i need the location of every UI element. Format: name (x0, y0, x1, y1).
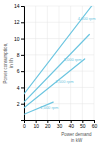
tick: 20 (45, 120, 51, 129)
y-axis: 2 4 6 8 10 12 14 (14, 3, 25, 120)
line (24, 59, 85, 108)
tick-label: 12 (14, 19, 20, 25)
tick-mark (21, 22, 24, 23)
tick-mark (21, 6, 24, 7)
tick-label: 40 (68, 123, 74, 129)
tick-label: 6 (17, 68, 20, 74)
tick-label: 50 (80, 123, 86, 129)
tick: 2 (17, 101, 24, 107)
grid-line (82, 6, 83, 120)
annotation: 4,000 rpm (78, 16, 97, 21)
tick-mark (21, 87, 24, 88)
grid-line (24, 38, 94, 39)
plot-area (24, 6, 92, 114)
tick-label: 14 (14, 3, 20, 9)
tick: 0 (23, 120, 26, 129)
tick-label: 20 (45, 123, 51, 129)
grid-line (70, 6, 71, 120)
tick: 40 (68, 120, 74, 129)
tick-label: 4 (17, 85, 20, 91)
grid-line (94, 6, 95, 120)
tick: 10 (14, 36, 24, 42)
grid-line (24, 71, 94, 72)
x-axis-title: Power demandin kW (61, 132, 92, 143)
tick: 30 (57, 120, 63, 129)
grid-line (24, 6, 94, 7)
tick: 8 (17, 52, 24, 58)
tick-mark (21, 39, 24, 40)
annotation: 1,000 rpm (40, 105, 59, 110)
tick: 10 (33, 120, 39, 129)
tick-label: 10 (33, 123, 39, 129)
grid-line (35, 6, 36, 120)
grid-line (24, 54, 94, 55)
tick-mark (21, 104, 24, 105)
tick-label: 60 (92, 123, 98, 129)
annotations: 1,000 rpm 2,500 rpm 3,000 rpm 4,000 rpm (40, 16, 96, 110)
tick-label: 8 (17, 52, 20, 58)
annotation: 3,000 rpm (64, 57, 83, 62)
grid-line (59, 6, 60, 120)
tick: 50 (80, 120, 86, 129)
grid-line (24, 22, 94, 23)
tick-label: 30 (57, 123, 63, 129)
tick: 14 (14, 3, 24, 9)
line (24, 35, 89, 103)
tick-mark (21, 55, 24, 56)
annotation: 2,500 rpm (56, 79, 75, 84)
tick-label: 0 (23, 123, 26, 129)
tick: 4 (17, 85, 24, 91)
tick: 12 (14, 19, 24, 25)
tick-label: 2 (17, 101, 20, 107)
axis-line (21, 7, 25, 121)
tick: 60 (92, 120, 98, 129)
x-axis: 0 10 20 30 40 50 60 (23, 120, 97, 129)
tick: 6 (17, 68, 24, 74)
grid-line (24, 87, 94, 88)
grid (24, 6, 94, 120)
tick-mark (21, 71, 24, 72)
chart: 0 10 20 30 40 50 60 2 4 6 8 10 12 14 1,000 rpm 2,500 rp… (0, 0, 100, 146)
tick-label: 10 (14, 36, 20, 42)
grid-line (24, 103, 94, 104)
y-axis-title: Power consumption,in l/h (3, 43, 14, 84)
